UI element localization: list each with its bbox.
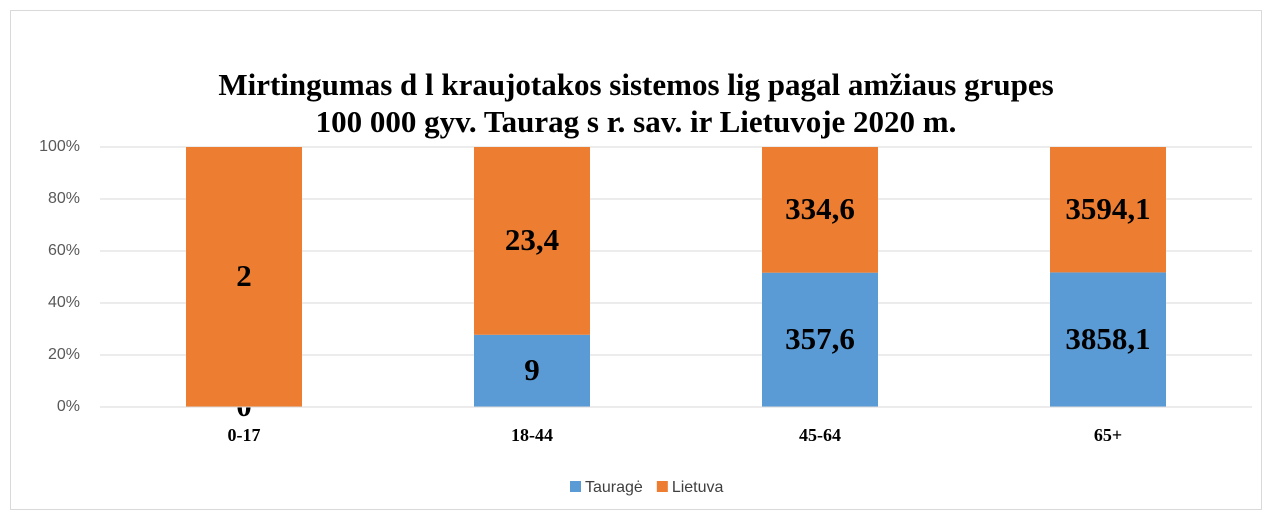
y-tick-label: 0%	[57, 398, 80, 415]
y-tick-label: 40%	[48, 294, 80, 311]
data-label: 2	[236, 258, 252, 293]
bar-segment	[762, 147, 878, 273]
data-label: 9	[524, 352, 540, 387]
legend-label: Tauragė	[585, 479, 643, 496]
bar-segment	[762, 272, 878, 407]
bar-segment	[1050, 272, 1166, 407]
bar-segment	[474, 334, 590, 407]
x-tick-label: 65+	[1094, 425, 1122, 445]
y-tick-label: 60%	[48, 242, 80, 259]
data-label: 23,4	[505, 222, 559, 257]
x-tick-label: 0-17	[228, 425, 261, 445]
bar-segment	[186, 147, 302, 407]
legend-swatch	[656, 481, 668, 492]
data-label: 3858,1	[1065, 321, 1150, 356]
chart-title: 100 000 gyv. Taurag s r. sav. ir Lietuvo…	[316, 104, 957, 139]
data-label: 3594,1	[1065, 191, 1150, 226]
legend-label: Lietuva	[672, 479, 724, 496]
data-label: 357,6	[785, 321, 855, 356]
bar-segment	[474, 147, 590, 335]
data-label: 334,6	[785, 191, 855, 226]
chart-title: Mirtingumas d l kraujotakos sistemos lig…	[218, 67, 1053, 102]
bar-segment	[1050, 147, 1166, 273]
x-tick-label: 45-64	[799, 425, 841, 445]
x-tick-label: 18-44	[511, 425, 553, 445]
y-tick-label: 100%	[39, 138, 80, 155]
y-tick-label: 80%	[48, 190, 80, 207]
legend-swatch	[570, 481, 581, 492]
y-tick-label: 20%	[48, 346, 80, 363]
